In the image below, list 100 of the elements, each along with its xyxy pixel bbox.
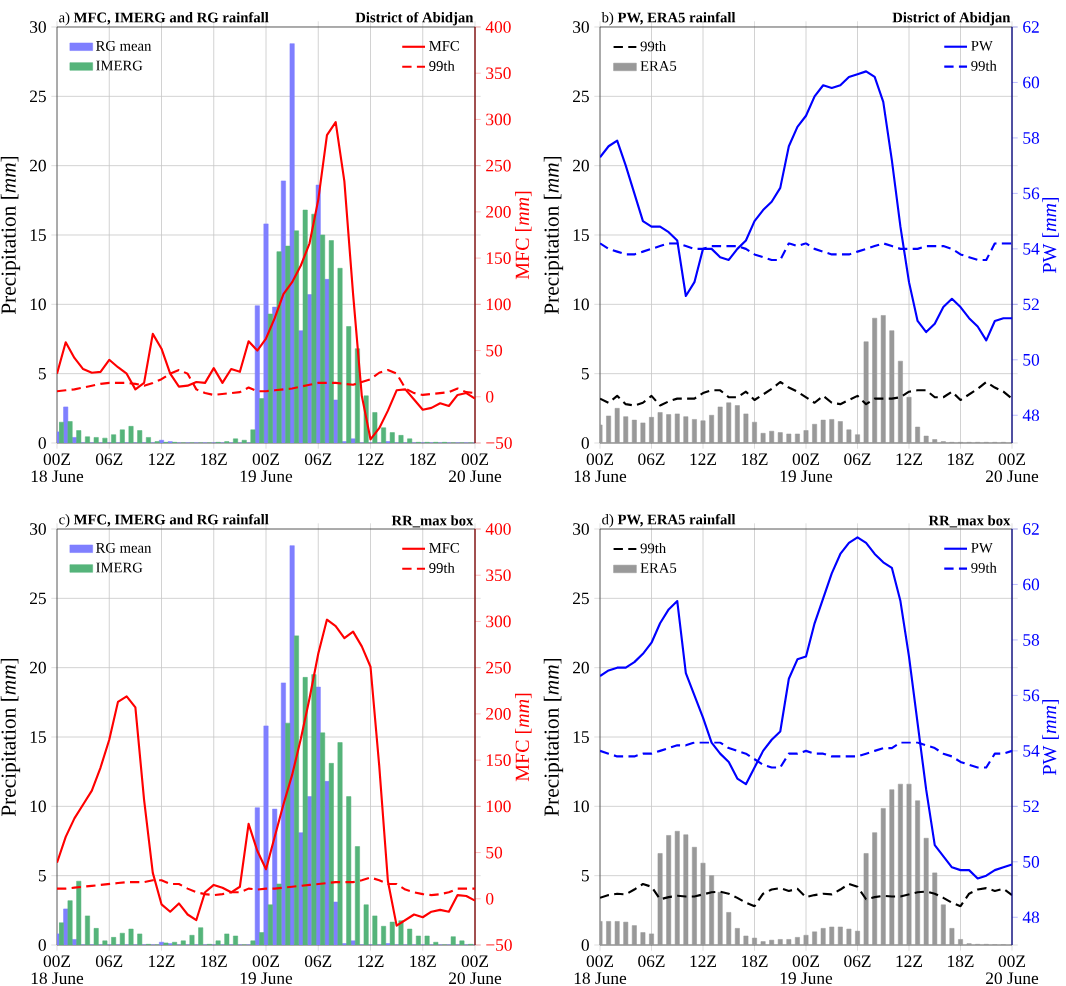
y-tick-label: 25 [573, 592, 589, 605]
chart-title: c) MFC, IMERG and RG rainfall [59, 513, 269, 528]
x-tick-label: 18Z [410, 955, 436, 968]
x-tick-label: 06Z [304, 453, 332, 466]
text: 18 June [574, 470, 627, 483]
text: 18 June [31, 470, 84, 483]
x-tick-label: 12Z [149, 453, 175, 465]
x-tick-label: 12Z [690, 955, 717, 967]
text: 19 June [240, 972, 293, 985]
chart-subtitle: RR_max box [391, 515, 474, 528]
legend-label: IMERG [96, 60, 143, 71]
text: 20 June [449, 470, 502, 483]
x-tick-label: 12Z [690, 453, 717, 465]
y-tick-label: 30 [30, 21, 46, 33]
y2-tick-label: 60 [1023, 578, 1040, 591]
chart-subtitle: RR_max box [928, 515, 1011, 528]
x-tick-label: 00Z [792, 955, 820, 968]
legend-label: MFC [429, 40, 459, 51]
x-tick-label: 00Z [792, 453, 820, 466]
text: 19 June [780, 470, 833, 483]
y-tick-label: 0 [38, 939, 46, 951]
legend-label: 99th [971, 60, 997, 71]
y-tick-label: 5 [38, 869, 46, 882]
x-tick-label: 18Z [201, 453, 227, 466]
y2-axis-title: MFC [mm] [515, 191, 532, 280]
y2-tick-label: 350 [486, 569, 511, 582]
y2-tick-label: 62 [1023, 21, 1039, 33]
x-tick-label: 06Z [95, 453, 123, 466]
y2-tick-label: 52 [1023, 298, 1039, 311]
y-axis-title: Precipitation [mm] [543, 658, 564, 817]
y2-tick-label: 58 [1023, 634, 1040, 646]
y2-tick-label: 54 [1023, 745, 1040, 757]
x-tick-label: 00Z [43, 453, 71, 466]
y2-tick-label: 250 [486, 661, 511, 674]
y2-tick-label: 48 [1022, 409, 1040, 422]
y-tick-label: 30 [30, 523, 46, 535]
y-tick-label: 10 [573, 800, 589, 813]
y2-tick-label: 200 [486, 708, 511, 720]
legend-label: 99th [640, 40, 666, 52]
y-tick-label: 20 [573, 661, 589, 674]
y2-tick-label: 50 [486, 344, 503, 357]
y2-tick-label: 0 [486, 390, 494, 403]
y2-tick-label: 0 [486, 892, 494, 905]
x-tick-label: 18Z [201, 955, 227, 968]
y2-axis-title: PW [mm] [1042, 197, 1059, 274]
y2-tick-label: 52 [1023, 800, 1039, 813]
y2-tick-label: 50 [1023, 353, 1040, 366]
legend-label: 99th [429, 60, 455, 71]
y-tick-label: 20 [30, 661, 46, 674]
x-tick-label: 06Z [304, 955, 332, 968]
y-tick-label: 15 [30, 731, 46, 743]
y2-tick-label: 300 [486, 113, 511, 126]
y-tick-label: 15 [30, 229, 46, 241]
y-tick-label: 5 [581, 869, 589, 882]
y-tick-label: 30 [573, 21, 589, 33]
y-axis-title: Precipitation [mm] [0, 156, 21, 315]
y2-tick-label: 150 [486, 754, 511, 766]
x-tick-label: 06Z [95, 955, 123, 968]
y2-tick-label: 200 [486, 206, 511, 218]
text: 18 June [31, 972, 84, 985]
legend-label: PW [971, 40, 993, 51]
x-tick-label: 12Z [896, 453, 923, 465]
x-tick-label: 00Z [43, 955, 71, 968]
x-tick-label: 06Z [844, 453, 871, 466]
text: 20 June [986, 470, 1039, 483]
y-tick-label: 15 [573, 731, 589, 743]
chart-title: b) PW, ERA5 rainfall [601, 11, 736, 26]
x-tick-label: 12Z [358, 453, 384, 465]
y2-tick-label: 100 [486, 800, 511, 813]
y-tick-label: 25 [30, 592, 46, 605]
x-tick-label: 18Z [742, 453, 768, 466]
text: 19 June [240, 470, 293, 483]
y-tick-label: 0 [38, 437, 46, 449]
legend-label: 99th [640, 542, 666, 554]
x-tick-label: 18Z [948, 955, 974, 968]
x-tick-label: 00Z [998, 453, 1026, 466]
y2-tick-label: 250 [486, 159, 511, 172]
y-tick-label: 0 [581, 939, 589, 951]
y2-tick-label: 350 [486, 67, 511, 80]
legend-label: RG mean [96, 542, 152, 553]
y2-tick-label: 150 [486, 252, 511, 264]
y-axis-title: Precipitation [mm] [543, 156, 564, 315]
legend-label: ERA5 [640, 61, 677, 71]
y2-tick-label: −50 [486, 437, 512, 449]
x-tick-label: 12Z [149, 955, 175, 967]
y-tick-label: 10 [573, 298, 589, 311]
y-tick-label: 0 [581, 437, 589, 449]
legend-label: PW [971, 542, 993, 553]
y-tick-label: 20 [573, 159, 589, 172]
x-tick-label: 18Z [410, 453, 436, 466]
text: 20 June [449, 972, 502, 985]
chart-subtitle: District of Abidjan [892, 11, 1011, 26]
y-tick-label: 30 [573, 523, 589, 535]
y-tick-label: 5 [38, 367, 46, 380]
x-tick-label: 00Z [252, 955, 280, 968]
y-tick-label: 5 [581, 367, 589, 380]
x-tick-label: 00Z [252, 453, 280, 466]
y2-axis-title: MFC [mm] [515, 693, 532, 782]
y2-tick-label: 50 [486, 846, 503, 859]
x-tick-label: 06Z [638, 955, 665, 968]
